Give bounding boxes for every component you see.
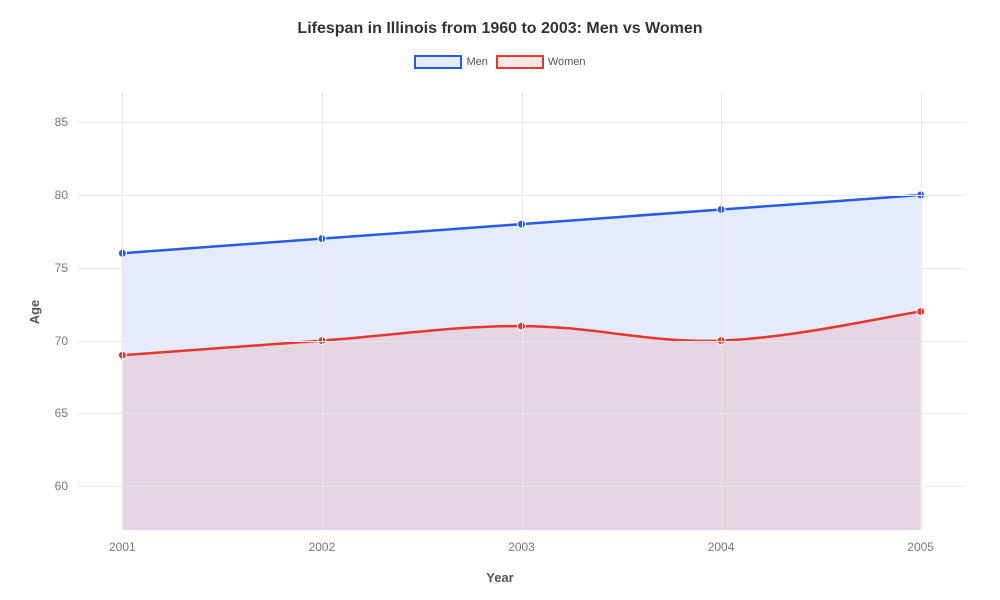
x-tick-label: 2005 <box>907 530 934 554</box>
chart-title: Lifespan in Illinois from 1960 to 2003: … <box>0 20 1000 38</box>
x-axis-label: Year <box>0 570 1000 585</box>
grid-line <box>122 93 123 530</box>
x-tick-label: 2001 <box>109 530 136 554</box>
legend-item: Women <box>496 55 586 69</box>
y-tick-label: 70 <box>55 334 78 348</box>
grid-line <box>322 93 323 530</box>
x-tick-label: 2004 <box>708 530 735 554</box>
x-tick-label: 2003 <box>508 530 535 554</box>
plot-area: 60657075808520012002200320042005 <box>78 93 965 530</box>
y-tick-label: 75 <box>55 261 78 275</box>
y-axis-label: Age <box>27 299 42 324</box>
legend-swatch <box>414 55 462 69</box>
y-tick-label: 85 <box>55 115 78 129</box>
legend-label: Men <box>466 56 487 68</box>
y-tick-label: 65 <box>55 406 78 420</box>
y-tick-label: 80 <box>55 188 78 202</box>
legend-item: Men <box>414 55 487 69</box>
legend-label: Women <box>548 56 586 68</box>
grid-line <box>721 93 722 530</box>
y-tick-label: 60 <box>55 479 78 493</box>
legend-swatch <box>496 55 544 69</box>
legend: Men Women <box>0 55 1000 69</box>
grid-line <box>921 93 922 530</box>
grid-line <box>522 93 523 530</box>
chart-container: Lifespan in Illinois from 1960 to 2003: … <box>0 0 1000 600</box>
x-tick-label: 2002 <box>309 530 336 554</box>
